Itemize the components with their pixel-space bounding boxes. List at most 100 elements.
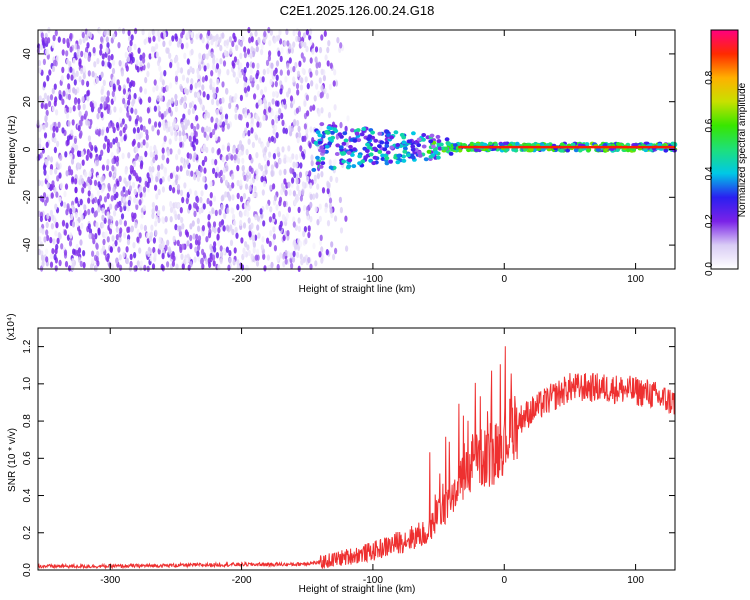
heatmap-cell (212, 58, 216, 65)
heatmap-cell (212, 260, 216, 267)
heatmap-cell (54, 248, 58, 255)
heatmap-cell (105, 164, 110, 171)
heatmap-cell (245, 121, 250, 129)
heatmap-cell (337, 132, 343, 137)
colorbar-label: Normalized spectral amplitude (737, 82, 748, 217)
heatmap-cell (175, 55, 179, 63)
heatmap-cell (177, 66, 181, 74)
heatmap-cell (45, 248, 49, 255)
heatmap-cell (177, 148, 181, 155)
heatmap-cell (179, 165, 183, 172)
heatmap-cell (256, 215, 260, 222)
heatmap-cell (46, 154, 51, 162)
heatmap-cell (393, 130, 399, 135)
heatmap-cell (189, 242, 193, 250)
heatmap-cell (163, 70, 167, 77)
heatmap-cell (128, 81, 132, 89)
heatmap-cell (281, 119, 285, 127)
heatmap-cell (276, 255, 280, 262)
heatmap-cell (63, 249, 68, 256)
heatmap-cell (421, 144, 427, 149)
heatmap-cell (292, 216, 296, 223)
heatmap-cell (320, 68, 324, 76)
heatmap-cell (129, 253, 133, 261)
heatmap-cell (234, 113, 238, 121)
heatmap-cell (304, 76, 308, 83)
heatmap-cell (175, 263, 179, 270)
heatmap-cell (325, 130, 331, 135)
heatmap-cell (382, 147, 388, 152)
heatmap-cell (87, 223, 91, 230)
heatmap-cell (103, 196, 108, 203)
heatmap-cell (66, 73, 70, 80)
heatmap-cell (126, 111, 130, 118)
heatmap-cell (107, 185, 111, 192)
heatmap-cell (670, 141, 676, 146)
heatmap-cell (259, 99, 263, 106)
heatmap-cell (354, 131, 360, 136)
heatmap-cell (237, 151, 241, 158)
heatmap-cell (277, 50, 281, 57)
heatmap-cell (239, 179, 243, 186)
heatmap-cell (213, 246, 217, 253)
heatmap-cell (280, 47, 284, 54)
colorbar-tick-label: 0.4 (704, 166, 715, 180)
heatmap-cell (194, 190, 198, 197)
heatmap-cell (221, 32, 225, 39)
heatmap-cell (95, 159, 99, 167)
heatmap-cell (305, 209, 309, 217)
heatmap-cell (329, 207, 333, 214)
heatmap-cell (61, 127, 65, 134)
heatmap-cell (49, 168, 53, 176)
heatmap-cell (106, 107, 110, 115)
heatmap-cell (160, 163, 164, 170)
heatmap-cell (156, 95, 160, 102)
heatmap-cell (102, 238, 106, 246)
heatmap-cell (275, 60, 280, 67)
heatmap-cell (214, 122, 218, 130)
heatmap-cell (269, 29, 273, 36)
heatmap-cell (232, 147, 236, 154)
heatmap-cell (193, 174, 197, 181)
heatmap-cell (203, 131, 207, 138)
heatmap-cell (56, 237, 60, 245)
heatmap-cell (252, 247, 256, 254)
heatmap-cell (276, 146, 280, 153)
heatmap-cell (254, 191, 258, 199)
heatmap-cell (239, 94, 243, 102)
heatmap-cell (174, 201, 178, 209)
heatmap-cell (228, 257, 232, 264)
heatmap-cell (40, 254, 45, 261)
heatmap-cell (269, 230, 273, 237)
heatmap-cell (260, 43, 264, 50)
heatmap-cell (119, 206, 123, 213)
heatmap-cell (51, 248, 55, 255)
heatmap-cell (130, 107, 134, 114)
x-tick-label: 0 (501, 274, 507, 285)
heatmap-cell (327, 136, 333, 141)
heatmap-cell (277, 210, 282, 218)
heatmap-cell (132, 80, 136, 88)
heatmap-cell (121, 27, 126, 35)
heatmap-cell (436, 139, 442, 144)
heatmap-cell (118, 254, 122, 261)
heatmap-cell (206, 62, 210, 70)
heatmap-cell (278, 158, 282, 165)
heatmap-cell (428, 139, 434, 144)
heatmap-cell (120, 190, 124, 197)
heatmap-cell (74, 88, 78, 96)
heatmap-cell (278, 199, 282, 207)
heatmap-cell (231, 40, 235, 47)
heatmap-cell (46, 95, 50, 102)
heatmap-cell (142, 186, 147, 193)
heatmap-cell (318, 46, 323, 54)
heatmap-cell (249, 67, 253, 75)
heatmap-cell (268, 151, 272, 158)
y-tick-label: 1.2 (22, 339, 33, 353)
heatmap-cell (193, 152, 197, 159)
colorbar-tick-label: 0.2 (704, 214, 715, 228)
heatmap-cell (119, 218, 123, 226)
heatmap-cell (292, 190, 296, 197)
heatmap-cell (63, 190, 67, 198)
snr-y-axis-label: SNR (10 * v/v) (7, 428, 18, 492)
